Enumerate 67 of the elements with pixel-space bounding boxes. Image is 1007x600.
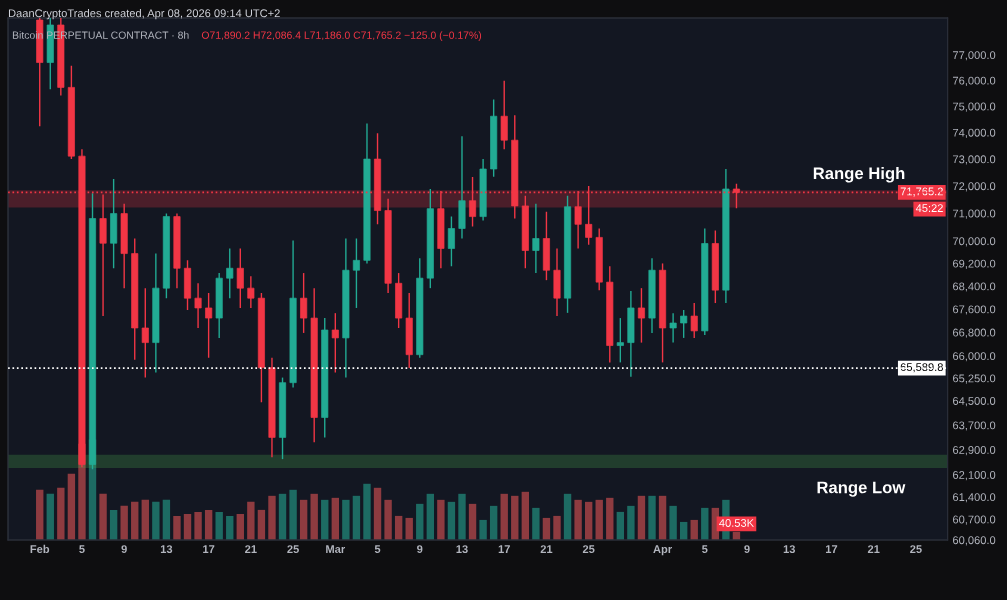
y-tick-label: 64,500.0 (953, 397, 996, 407)
y-tick-label: 73,000.0 (953, 155, 996, 165)
band-label: Range Low (817, 481, 906, 497)
candlestick (300, 272, 308, 334)
candlestick (447, 215, 455, 267)
ref-line-label: 65,589.8 (900, 363, 943, 373)
y-tick-label: 63,700.0 (953, 421, 996, 431)
ref-line-label: 71,765.2 (900, 187, 943, 197)
y-tick-label: 67,600.0 (953, 305, 996, 315)
y-tick-label: 66,800.0 (953, 328, 996, 338)
x-tick-label: 13 (783, 545, 796, 554)
y-tick-label: 66,000.0 (953, 352, 996, 362)
x-tick-label: 9 (121, 545, 127, 554)
candlestick (205, 292, 213, 359)
candlestick (141, 287, 149, 379)
y-tick-label: 72,000.0 (953, 182, 996, 192)
x-tick-label: Feb (30, 544, 50, 554)
candlestick (532, 203, 540, 274)
annotation: O71,890.2 H72,086.4 L71,186.0 C71,765.2 −125.0 (−0.17%) (201, 31, 482, 41)
x-tick-label: 5 (374, 545, 381, 554)
candlestick (247, 275, 255, 309)
candlestick (331, 312, 339, 374)
x-tick-label: 5 (79, 545, 85, 554)
x-tick-label: 13 (160, 545, 173, 554)
x-tick-label: Apr (653, 545, 672, 556)
y-tick-label: 71,000.0 (953, 209, 996, 219)
y-tick-label: 74,000.0 (953, 128, 996, 138)
x-tick-label: 17 (498, 545, 510, 553)
y-tick-label: 77,000.0 (953, 51, 996, 61)
x-tick-label: 25 (910, 545, 922, 554)
y-tick-label: 60,700.0 (953, 515, 996, 525)
candlestick (226, 247, 234, 299)
y-tick-label: 62,900.0 (953, 446, 996, 456)
candlestick (616, 317, 624, 364)
candlestick (690, 302, 698, 339)
candlestick (637, 287, 645, 344)
x-tick-label: 17 (825, 545, 838, 553)
band-label: Range High (813, 166, 905, 183)
y-tick-label: 69,200.0 (953, 259, 996, 269)
chart-title: DaanCryptoTrades created, Apr 08, 2026 09:14 UTC+2 (8, 9, 280, 20)
candlestick (352, 237, 360, 309)
x-tick-label: 9 (417, 545, 423, 554)
y-tick-label: 68,400.0 (953, 282, 996, 292)
x-tick-label: 5 (702, 545, 708, 554)
x-tick-label: 9 (744, 545, 750, 554)
annotation: 45:22 (915, 204, 943, 213)
y-tick-label: 62,100.0 (953, 471, 996, 481)
candlestick (680, 309, 688, 339)
candlestick (194, 282, 202, 329)
data-label: 40.53K (719, 519, 754, 527)
candlestick (236, 247, 244, 309)
y-tick-label: 70,000.0 (953, 237, 996, 247)
x-tick-label: 17 (203, 545, 215, 553)
x-tick-label: 13 (456, 545, 468, 554)
candlestick (500, 80, 508, 150)
y-tick-label: 61,400.0 (953, 493, 996, 503)
y-tick-label: 75,000.0 (953, 102, 996, 112)
candlestick (669, 312, 677, 344)
x-tick-label: Mar (326, 545, 346, 554)
x-tick-label: 25 (582, 545, 595, 554)
x-tick-label: 21 (245, 545, 257, 553)
x-tick-label: 25 (287, 545, 299, 554)
x-tick-label: 21 (867, 545, 880, 553)
y-tick-label: 60,060.0 (953, 536, 996, 546)
y-tick-label: 65,250.0 (953, 374, 996, 384)
y-tick-label: 76,000.0 (953, 76, 996, 86)
x-tick-label: 21 (540, 545, 553, 553)
